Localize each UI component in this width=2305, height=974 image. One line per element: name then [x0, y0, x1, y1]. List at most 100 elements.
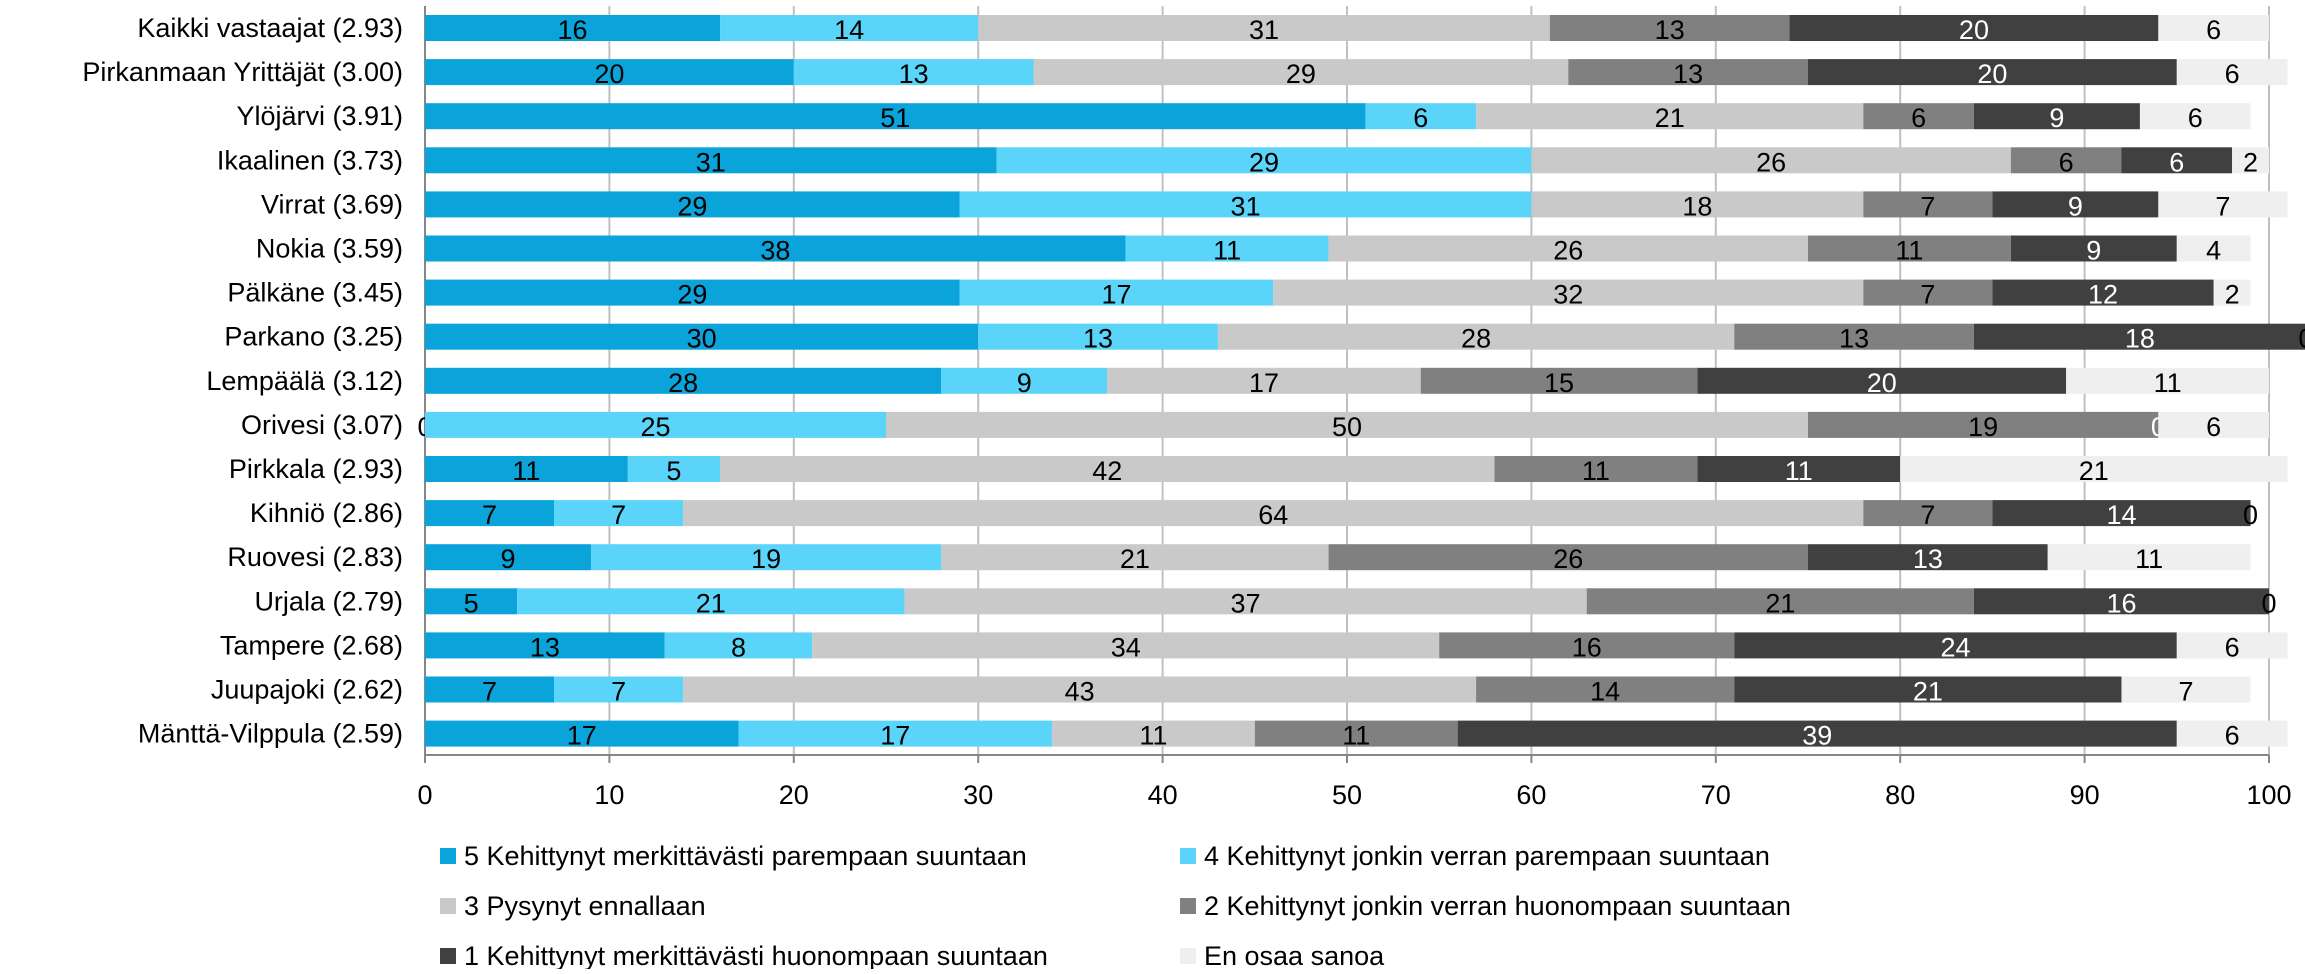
bar-segment [1992, 500, 2251, 527]
bar-segment [1051, 720, 1255, 747]
bar-segment [517, 588, 905, 615]
bar-segment [425, 676, 555, 703]
bar-segment [425, 367, 942, 394]
bar-segment [2121, 676, 2251, 703]
category-label: Nokia (3.59) [256, 234, 403, 264]
value-label: 20 [1977, 59, 2007, 89]
bar-segment [1217, 323, 1735, 350]
value-label: 32 [1553, 280, 1583, 310]
value-label: 20 [594, 59, 624, 89]
x-tick-label: 50 [1332, 780, 1362, 810]
value-label: 29 [677, 280, 707, 310]
value-label: 34 [1111, 632, 1141, 662]
bar-segment [554, 500, 684, 527]
bar-segment [425, 411, 886, 438]
value-label: 39 [1802, 721, 1832, 751]
bar-segment [1697, 456, 1901, 482]
value-label: 17 [1101, 280, 1131, 310]
value-label: 21 [1765, 588, 1795, 618]
value-label: 6 [2206, 412, 2221, 442]
bar-segment [1697, 367, 2067, 394]
value-label: 11 [1139, 721, 1167, 751]
value-label: 51 [880, 103, 910, 133]
bar-segment [425, 544, 591, 571]
legend-swatch [440, 848, 456, 864]
bar-segment [2176, 235, 2251, 262]
value-label: 11 [1895, 236, 1923, 266]
category-label: Mänttä-Vilppula (2.59) [138, 719, 403, 749]
value-label: 28 [1461, 324, 1491, 354]
value-label: 9 [1017, 368, 1032, 398]
bar-segment [425, 632, 665, 659]
category-label: Pirkanmaan Yrittäjät (3.00) [82, 57, 403, 87]
value-label: 26 [1756, 147, 1786, 177]
value-label: 26 [1553, 236, 1583, 266]
bar-segment [2213, 279, 2251, 306]
bar-segment [425, 103, 1366, 130]
bar-segment [1107, 367, 1421, 394]
value-label: 38 [760, 236, 790, 266]
bar-segment [1973, 323, 2305, 350]
bar-segment [1863, 279, 1993, 306]
value-label: 14 [2106, 500, 2136, 530]
bar-segment [1476, 676, 1735, 703]
value-label: 24 [1940, 632, 1970, 662]
bar-segment [1808, 59, 2177, 86]
bar-segment [1789, 15, 2159, 41]
value-label: 7 [2215, 191, 2230, 221]
value-label: 13 [1083, 324, 1113, 354]
value-label: 19 [751, 544, 781, 574]
value-label: 11 [1785, 456, 1813, 486]
bar-segment [738, 720, 1052, 747]
value-label: 31 [696, 147, 726, 177]
bar-segment [1900, 456, 2288, 482]
bar-segment [683, 676, 1477, 703]
bar-segment [1365, 103, 1477, 130]
category-label: Orivesi (3.07) [241, 410, 403, 440]
bar-segment [2047, 544, 2251, 571]
value-label: 7 [611, 500, 626, 530]
legend-label: 4 Kehittynyt jonkin verran parempaan suu… [1204, 841, 1770, 871]
category-label: Parkano (3.25) [224, 322, 403, 352]
value-label: 18 [1682, 191, 1712, 221]
value-label: 14 [1590, 677, 1620, 707]
bar-segment [1808, 411, 2159, 438]
x-tick-label: 40 [1148, 780, 1178, 810]
value-label: 20 [1867, 368, 1897, 398]
value-label: 7 [1920, 280, 1935, 310]
bar-segment [2232, 147, 2269, 174]
value-label: 30 [687, 324, 717, 354]
bar-segment [1476, 103, 1864, 130]
bar-segment [1549, 15, 1790, 41]
bar-segment [1457, 720, 2177, 747]
bar-segment [959, 191, 1532, 218]
legend-swatch [440, 898, 456, 914]
x-tick-label: 80 [1885, 780, 1915, 810]
value-label: 6 [2225, 59, 2240, 89]
category-label: Ikaalinen (3.73) [217, 145, 403, 175]
bar-segment [1808, 235, 2011, 262]
legend-swatch [440, 948, 456, 964]
category-label: Ruovesi (2.83) [227, 542, 403, 572]
bar-segment [1125, 235, 1329, 262]
bar-segment [683, 500, 1864, 527]
bar-segment [1992, 279, 2214, 306]
bar-segment [1273, 279, 1864, 306]
bar-segment [2158, 15, 2269, 41]
bar-segment [1531, 147, 2011, 174]
value-label: 0 [2298, 324, 2305, 354]
x-tick-label: 10 [594, 780, 624, 810]
value-label: 16 [557, 15, 587, 45]
value-label: 29 [1286, 59, 1316, 89]
legend-swatch [1180, 848, 1196, 864]
category-label: Kaikki vastaajat (2.93) [137, 13, 403, 43]
value-label: 13 [1655, 15, 1685, 45]
bar-segment [1439, 632, 1735, 659]
bar-segment [1808, 544, 2048, 571]
bar-segment [1033, 59, 1569, 86]
bar-segment [2066, 367, 2269, 394]
x-tick-label: 30 [963, 780, 993, 810]
bar-segment [1863, 500, 1993, 527]
value-label: 16 [1572, 632, 1602, 662]
category-label: Ylöjärvi (3.91) [236, 101, 403, 131]
